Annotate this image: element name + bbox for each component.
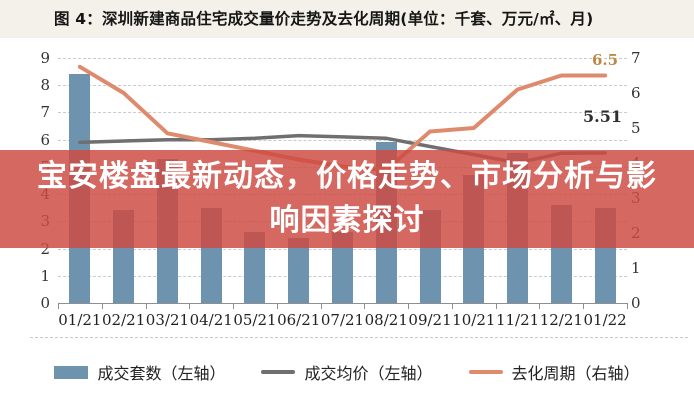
left-axis-label: 0	[40, 294, 50, 312]
x-axis-label: 01/21	[58, 311, 102, 329]
x-axis-baseline	[58, 303, 627, 304]
overlay-banner: 宝安楼盘最新动态，价格走势、市场分析与影 响因素探讨	[0, 150, 694, 248]
x-axis-label: 06/21	[277, 311, 321, 329]
x-axis-tick	[583, 303, 585, 309]
legend-label: 成交均价（左轴）	[304, 364, 433, 383]
chart-title: 图 4：深圳新建商品住宅成交量价走势及去化周期(单位：千套、万元/㎡、月)	[0, 0, 694, 38]
right-axis-label: 0	[631, 294, 641, 312]
left-axis-label: 9	[40, 49, 50, 67]
legend-separator	[30, 337, 688, 338]
data-label: 6.5	[592, 51, 619, 69]
x-axis-label: 09/21	[408, 311, 452, 329]
gridline	[58, 85, 627, 87]
x-axis-label: 07/21	[320, 311, 365, 329]
bar	[332, 232, 353, 303]
x-axis-tick	[320, 303, 322, 309]
right-axis-label: 5	[631, 119, 641, 137]
left-axis-label: 2	[40, 239, 50, 258]
x-axis-label: 04/21	[189, 311, 233, 329]
x-axis-tick	[189, 303, 191, 309]
x-axis-tick	[364, 303, 366, 309]
x-axis-label: 12/21	[539, 311, 583, 329]
gridline	[58, 139, 627, 141]
x-axis-label: 01/22	[583, 311, 627, 329]
legend-label: 去化周期（右轴）	[511, 364, 640, 383]
left-axis-label: 8	[40, 76, 50, 95]
x-axis-tick	[58, 303, 59, 309]
x-axis-label: 05/21	[233, 311, 277, 329]
left-axis-label: 6	[40, 130, 50, 149]
x-axis-tick	[101, 303, 103, 309]
legend-item: 成交套数（左轴）	[54, 360, 225, 384]
bar	[288, 237, 310, 303]
left-axis-label: 7	[40, 103, 50, 122]
x-axis-label: 11/21	[495, 311, 540, 329]
x-axis-label: 08/21	[364, 311, 408, 329]
legend-bar-swatch	[54, 365, 89, 379]
x-axis-tick	[539, 303, 541, 309]
legend: 成交套数（左轴） 成交均价（左轴） 去化周期（右轴）	[0, 352, 694, 392]
x-axis-tick	[233, 303, 235, 309]
x-axis-tick	[145, 303, 147, 309]
bar	[244, 232, 266, 303]
x-axis-tick	[276, 303, 278, 309]
x-axis-tick	[627, 303, 628, 309]
legend-item: 成交均价（左轴）	[261, 360, 433, 384]
legend-item: 去化周期（右轴）	[468, 360, 640, 384]
x-axis-tick	[451, 303, 453, 309]
right-axis-label: 6	[631, 84, 641, 102]
gridline	[58, 112, 627, 114]
right-axis-label: 1	[631, 259, 641, 277]
gridline	[58, 58, 627, 59]
left-axis-label: 1	[40, 266, 50, 285]
x-axis-label: 03/21	[145, 311, 190, 329]
data-label: 5.51	[583, 107, 622, 126]
overlay-banner-text: 宝安楼盘最新动态，价格走势、市场分析与影 响因素探讨	[37, 159, 657, 238]
legend-line-swatch	[261, 370, 296, 374]
x-axis-label: 10/21	[452, 311, 496, 329]
legend-line-swatch	[468, 370, 503, 374]
right-axis-label: 7	[631, 49, 641, 67]
x-axis-tick	[495, 303, 497, 309]
legend-label: 成交套数（左轴）	[97, 364, 226, 383]
x-axis-label: 02/21	[102, 311, 146, 329]
x-axis-tick	[408, 303, 410, 309]
